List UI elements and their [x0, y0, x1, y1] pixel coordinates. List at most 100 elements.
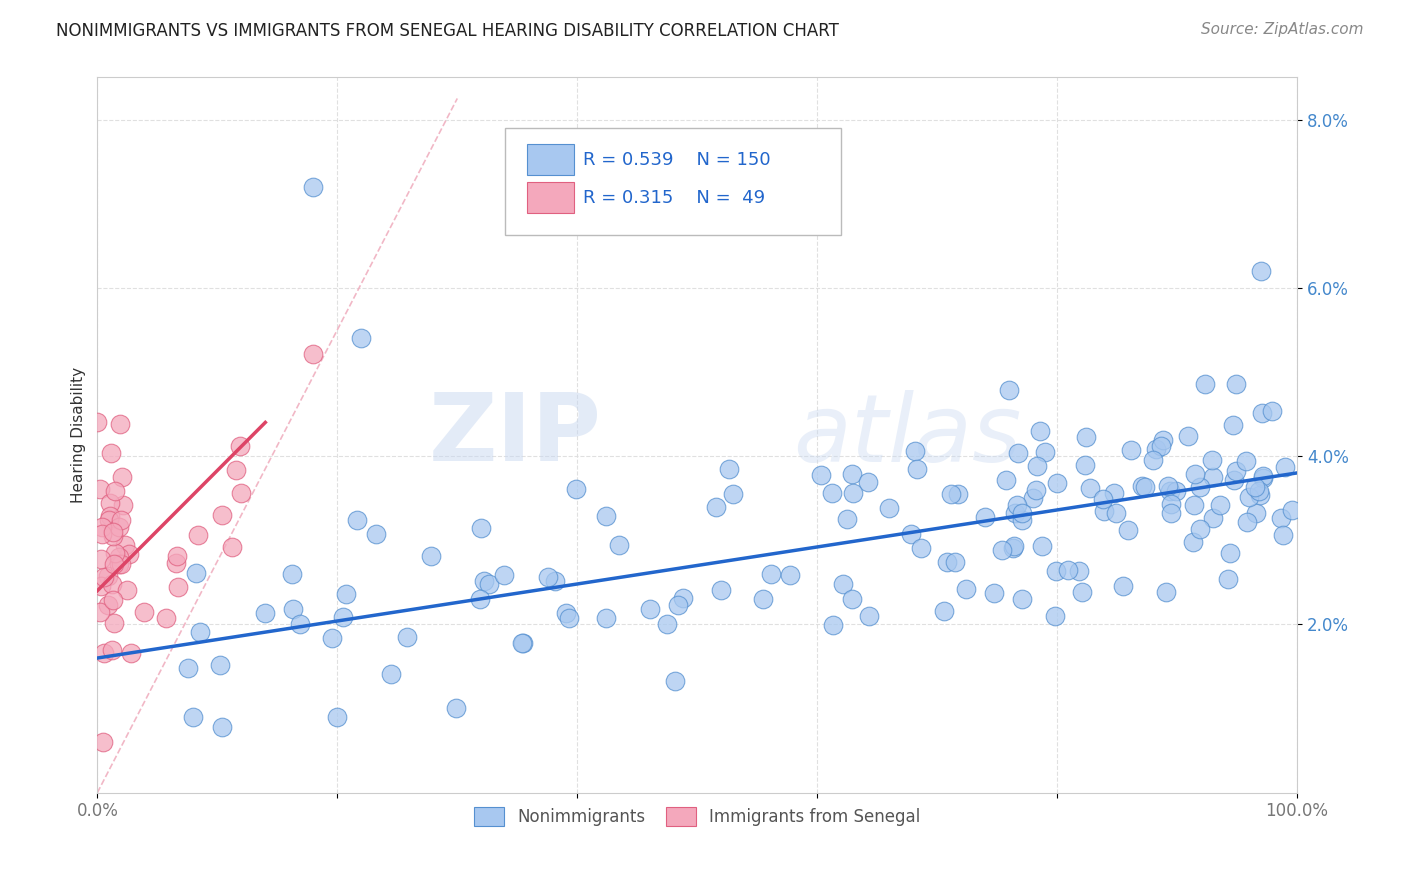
Point	[1261, 404, 1284, 418]
Point	[1222, 474, 1244, 488]
Point	[221, 540, 243, 554]
Point	[1160, 506, 1182, 520]
Point	[1001, 541, 1024, 556]
Point	[188, 624, 211, 639]
Point	[936, 555, 959, 569]
Point	[302, 347, 325, 361]
Point	[595, 509, 617, 524]
Point	[184, 566, 207, 580]
Point	[1105, 506, 1128, 520]
Point	[595, 611, 617, 625]
Point	[132, 605, 155, 619]
Point	[672, 591, 695, 605]
Point	[114, 538, 136, 552]
Point	[1156, 478, 1178, 492]
Point	[100, 446, 122, 460]
Point	[1094, 504, 1116, 518]
Point	[904, 443, 927, 458]
Point	[823, 618, 845, 632]
Point	[444, 701, 467, 715]
Point	[1219, 546, 1241, 560]
Point	[321, 632, 343, 646]
Point	[107, 520, 129, 534]
Point	[841, 591, 863, 606]
Point	[555, 606, 578, 620]
Point	[93, 570, 115, 584]
Point	[1029, 424, 1052, 438]
Point	[1026, 458, 1049, 473]
Point	[666, 599, 689, 613]
Point	[111, 470, 134, 484]
Point	[1021, 491, 1043, 506]
Point	[934, 604, 956, 618]
Point	[1031, 539, 1053, 553]
Text: Source: ZipAtlas.com: Source: ZipAtlas.com	[1201, 22, 1364, 37]
Point	[177, 661, 200, 675]
Point	[120, 646, 142, 660]
Point	[856, 475, 879, 489]
Point	[1007, 446, 1029, 460]
Point	[97, 513, 120, 527]
Point	[1111, 579, 1133, 593]
Point	[955, 582, 977, 597]
Point	[1251, 406, 1274, 420]
Point	[1142, 453, 1164, 467]
Point	[96, 599, 118, 613]
Point	[948, 487, 970, 501]
Point	[104, 483, 127, 498]
Point	[810, 468, 832, 483]
Point	[332, 609, 354, 624]
Point	[512, 636, 534, 650]
Point	[326, 710, 349, 724]
Point	[544, 574, 567, 589]
Point	[1119, 443, 1142, 458]
Point	[1045, 565, 1067, 579]
Point	[350, 331, 373, 345]
Point	[93, 646, 115, 660]
Point	[101, 525, 124, 540]
Point	[89, 605, 111, 619]
Point	[302, 179, 325, 194]
Point	[1184, 467, 1206, 481]
Point	[664, 673, 686, 688]
Point	[821, 486, 844, 500]
Point	[910, 541, 932, 555]
Point	[1225, 465, 1247, 479]
Point	[86, 415, 108, 429]
Point	[565, 483, 588, 497]
Point	[1102, 486, 1125, 500]
Text: R = 0.539    N = 150: R = 0.539 N = 150	[583, 151, 770, 169]
Point	[537, 570, 560, 584]
Point	[118, 547, 141, 561]
Point	[1074, 458, 1097, 473]
Text: NONIMMIGRANTS VS IMMIGRANTS FROM SENEGAL HEARING DISABILITY CORRELATION CHART: NONIMMIGRANTS VS IMMIGRANTS FROM SENEGAL…	[56, 22, 839, 40]
FancyBboxPatch shape	[505, 128, 841, 235]
Point	[1201, 470, 1223, 484]
Point	[103, 615, 125, 630]
Point	[983, 585, 1005, 599]
Point	[115, 582, 138, 597]
Text: atlas: atlas	[793, 390, 1021, 481]
Point	[155, 611, 177, 625]
Point	[779, 568, 801, 582]
Point	[1222, 417, 1244, 432]
Point	[1159, 483, 1181, 498]
Point	[231, 485, 253, 500]
Point	[1194, 376, 1216, 391]
Point	[165, 556, 187, 570]
Point	[752, 591, 775, 606]
Point	[1209, 499, 1232, 513]
Point	[167, 580, 190, 594]
Point	[1154, 585, 1177, 599]
Point	[1181, 535, 1204, 549]
Point	[93, 735, 115, 749]
Point	[1246, 506, 1268, 520]
Point	[858, 609, 880, 624]
Point	[101, 576, 124, 591]
Point	[419, 549, 441, 564]
Point	[1092, 491, 1115, 506]
Point	[380, 667, 402, 681]
Point	[1011, 513, 1033, 527]
Point	[510, 636, 533, 650]
Point	[905, 462, 928, 476]
